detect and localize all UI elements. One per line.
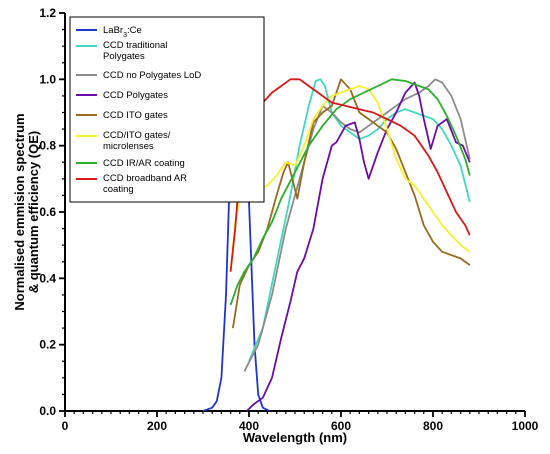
y-axis-title-line-1: Normalised emmision spectrum bbox=[12, 113, 27, 310]
x-axis-title: Wavelength (nm) bbox=[243, 430, 347, 445]
y-axis-title: Normalised emmision spectrum & quantum e… bbox=[12, 113, 41, 310]
y-tick-label: 0.4 bbox=[39, 271, 56, 285]
series-line-2 bbox=[243, 78, 471, 372]
x-tick-label: 200 bbox=[147, 419, 167, 433]
legend-label-7: coating bbox=[103, 184, 134, 195]
legend-label-2: CCD no Polygates LoD bbox=[103, 70, 201, 81]
legend-box bbox=[69, 16, 265, 203]
series-line-1 bbox=[248, 78, 471, 362]
legend-label-4: CCD ITO gates bbox=[103, 110, 168, 121]
x-tick-label: 600 bbox=[331, 419, 351, 433]
legend-label-3: CCD Polygates bbox=[103, 90, 168, 101]
series-line-6 bbox=[229, 78, 471, 306]
y-tick-label: 0.8 bbox=[39, 139, 56, 153]
series-line-4 bbox=[232, 78, 471, 329]
plot-area: 0.0 0.2 0.4 0.6 0.8 1.0 1.2 0 200 400 600 800 1000 bbox=[39, 6, 538, 433]
legend-label-7: CCD broadband AR bbox=[103, 173, 187, 184]
x-tick-label: 800 bbox=[423, 419, 443, 433]
legend-label-1: Polygates bbox=[103, 51, 145, 62]
y-tick-label: 0.0 bbox=[39, 404, 56, 418]
y-tick-label: 1.0 bbox=[39, 72, 56, 86]
legend-label-5: CCD/ITO gates/ bbox=[103, 130, 171, 141]
legend-label-5: microlenses bbox=[103, 141, 154, 152]
x-tick-label: 400 bbox=[239, 419, 259, 433]
y-tick-label: 0.2 bbox=[39, 338, 56, 352]
y-tick-label: 1.2 bbox=[39, 6, 56, 20]
legend-label-0: LaBr3:Ce bbox=[103, 25, 142, 39]
series-line-3 bbox=[246, 81, 471, 412]
y-tick-label: 0.6 bbox=[39, 205, 56, 219]
y-axis-title-line-2: & quantum efficiency (QE) bbox=[26, 131, 41, 294]
x-tick-label: 1000 bbox=[512, 419, 539, 433]
x-tick-label: 0 bbox=[62, 419, 69, 433]
legend-label-6: CCD IR/AR coating bbox=[103, 158, 185, 169]
legend-label-1: CCD traditional bbox=[103, 40, 167, 51]
